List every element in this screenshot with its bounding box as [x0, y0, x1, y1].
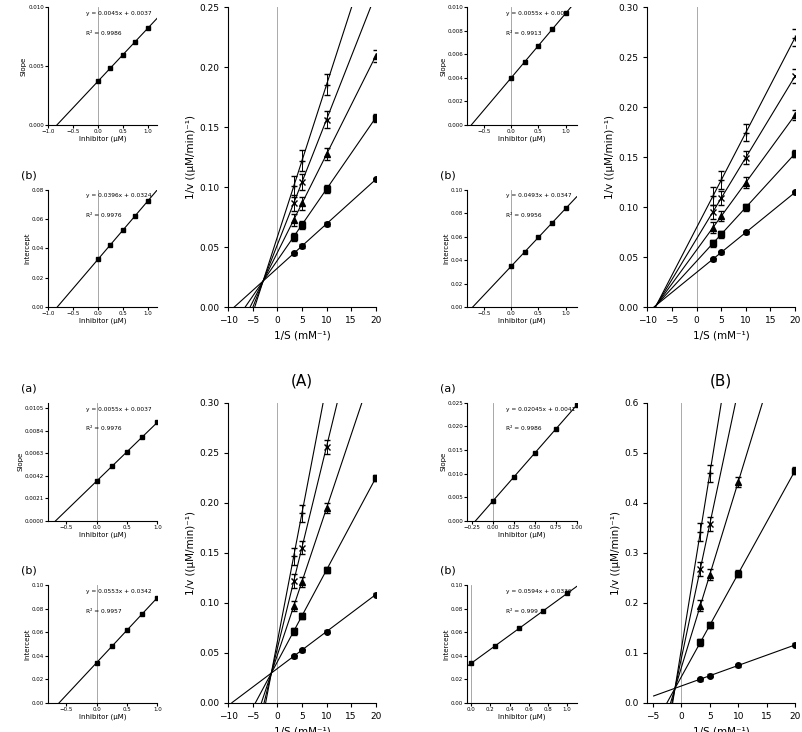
X-axis label: Inhibitor (μM): Inhibitor (μM) [79, 318, 127, 324]
Y-axis label: Slope: Slope [18, 452, 23, 471]
Text: y = 0.0055x + 0.004: y = 0.0055x + 0.004 [505, 11, 567, 16]
X-axis label: 1/S (mM⁻¹): 1/S (mM⁻¹) [273, 726, 330, 732]
Y-axis label: Intercept: Intercept [443, 233, 449, 264]
Y-axis label: 1/v ((μM/min)⁻¹): 1/v ((μM/min)⁻¹) [186, 115, 196, 199]
Text: R² = 0.9976: R² = 0.9976 [87, 213, 122, 218]
X-axis label: Inhibitor (μM): Inhibitor (μM) [79, 713, 127, 720]
Text: R² = 0.999: R² = 0.999 [505, 609, 537, 613]
Text: y = 0.0594x + 0.0336: y = 0.0594x + 0.0336 [505, 589, 570, 594]
Y-axis label: Slope: Slope [21, 56, 26, 75]
X-axis label: Inhibitor (μM): Inhibitor (μM) [79, 531, 127, 537]
Y-axis label: Slope: Slope [439, 452, 446, 471]
Text: (b): (b) [21, 566, 37, 576]
X-axis label: 1/S (mM⁻¹): 1/S (mM⁻¹) [273, 331, 330, 340]
Y-axis label: Intercept: Intercept [24, 628, 30, 660]
Text: (a): (a) [439, 384, 456, 394]
Text: R² = 0.9913: R² = 0.9913 [505, 31, 541, 36]
X-axis label: Inhibitor (μM): Inhibitor (μM) [498, 713, 545, 720]
Text: (b): (b) [21, 170, 37, 180]
X-axis label: Inhibitor (μM): Inhibitor (μM) [498, 531, 545, 537]
Text: R² = 0.9976: R² = 0.9976 [87, 427, 122, 431]
X-axis label: Inhibitor (μM): Inhibitor (μM) [498, 135, 545, 142]
Text: (a): (a) [21, 384, 36, 394]
Text: R² = 0.9957: R² = 0.9957 [87, 609, 122, 613]
Text: R² = 0.9986: R² = 0.9986 [505, 427, 541, 431]
Y-axis label: Slope: Slope [439, 56, 446, 75]
X-axis label: Inhibitor (μM): Inhibitor (μM) [498, 318, 545, 324]
Text: (B): (B) [709, 373, 731, 388]
Text: y = 0.02045x + 0.0041: y = 0.02045x + 0.0041 [505, 406, 574, 411]
Text: y = 0.0493x + 0.0347: y = 0.0493x + 0.0347 [505, 193, 570, 198]
Y-axis label: 1/v ((μM/min)⁻¹): 1/v ((μM/min)⁻¹) [605, 115, 614, 199]
Text: (b): (b) [439, 566, 456, 576]
X-axis label: Inhibitor (μM): Inhibitor (μM) [79, 135, 127, 142]
Text: y = 0.0045x + 0.0037: y = 0.0045x + 0.0037 [87, 11, 152, 16]
Y-axis label: 1/v ((μM/min)⁻¹): 1/v ((μM/min)⁻¹) [610, 511, 621, 595]
Y-axis label: Intercept: Intercept [24, 233, 30, 264]
Y-axis label: 1/v ((μM/min)⁻¹): 1/v ((μM/min)⁻¹) [186, 511, 196, 595]
Text: R² = 0.9956: R² = 0.9956 [505, 213, 541, 218]
Text: y = 0.0055x + 0.0037: y = 0.0055x + 0.0037 [87, 406, 152, 411]
Text: R² = 0.9986: R² = 0.9986 [87, 31, 122, 36]
X-axis label: 1/S (mM⁻¹): 1/S (mM⁻¹) [692, 726, 748, 732]
Text: y = 0.0396x + 0.0324: y = 0.0396x + 0.0324 [87, 193, 152, 198]
Y-axis label: Intercept: Intercept [443, 628, 449, 660]
Text: (b): (b) [439, 170, 456, 180]
Text: (A): (A) [290, 373, 313, 388]
Text: y = 0.0553x + 0.0342: y = 0.0553x + 0.0342 [87, 589, 152, 594]
X-axis label: 1/S (mM⁻¹): 1/S (mM⁻¹) [692, 331, 748, 340]
